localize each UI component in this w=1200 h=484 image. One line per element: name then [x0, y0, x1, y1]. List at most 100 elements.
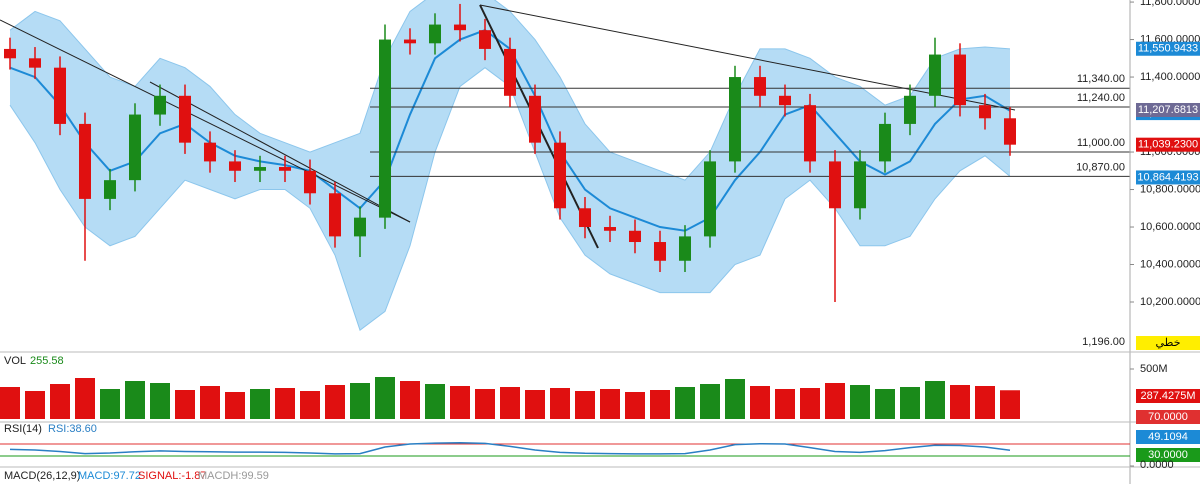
candle-body	[604, 227, 616, 231]
volume-bar	[425, 384, 445, 419]
volume-bar	[725, 379, 745, 419]
volume-bar	[950, 385, 970, 419]
volume-bar	[25, 391, 45, 419]
candle-body	[954, 54, 966, 106]
volume-bar	[325, 385, 345, 419]
volume-bar	[375, 377, 395, 419]
price-badge	[1136, 170, 1200, 185]
candle-body	[404, 39, 416, 44]
candle-body	[679, 236, 691, 261]
candle-body	[304, 170, 316, 194]
volume-bar	[875, 389, 895, 419]
price-badge-text: 10,864.4193	[1137, 171, 1198, 183]
candle-body	[229, 161, 241, 171]
volume-bar	[175, 390, 195, 419]
volume-bar	[200, 386, 220, 419]
candle-body	[204, 142, 216, 162]
candle-body	[429, 24, 441, 44]
rsi-level-badge-text: 70.0000	[1148, 411, 1188, 423]
panel-title: RSI(14)	[4, 423, 42, 435]
candle-body	[904, 95, 916, 124]
candle-body	[929, 54, 941, 96]
y-tick-label: 10,400.0000	[1140, 258, 1200, 270]
volume-bar	[75, 378, 95, 419]
candle-body	[54, 67, 66, 124]
panel-value: MACD:97.72	[78, 470, 141, 482]
volume-bar	[925, 381, 945, 419]
volume-bar	[975, 386, 995, 419]
candle-body	[179, 95, 191, 143]
price-badge-text: 11,207.6813	[1138, 104, 1198, 116]
volume-bar	[225, 392, 245, 419]
bollinger-upper	[9, 0, 1011, 181]
price-badge	[1136, 137, 1200, 152]
volume-bar	[700, 384, 720, 419]
bottom-label: 1,196.00	[1082, 336, 1125, 348]
volume-bar	[775, 389, 795, 419]
candle-body	[4, 48, 16, 59]
candle-body	[104, 180, 116, 199]
candle-body	[554, 142, 566, 209]
level-label: 10,870.00	[1076, 161, 1125, 173]
candle-body	[729, 77, 741, 162]
volume-bar	[550, 388, 570, 419]
candle-body	[129, 114, 141, 181]
candle-body	[454, 24, 466, 31]
rsi-level-badge	[1136, 410, 1200, 424]
candle-body	[329, 193, 341, 237]
level-label: 11,240.00	[1077, 92, 1125, 104]
volume-bar	[750, 386, 770, 419]
volume-bar	[450, 386, 470, 419]
candle-body	[79, 123, 91, 199]
candle-body	[979, 105, 991, 119]
panel-value: 255.58	[30, 355, 64, 367]
volume-bar	[100, 389, 120, 419]
price-badge-text: 11,550.9433	[1138, 43, 1198, 55]
volume-bar	[900, 387, 920, 419]
volume-bar	[500, 387, 520, 419]
volume-bar	[625, 392, 645, 419]
y-tick-label: 10,200.0000	[1140, 296, 1200, 308]
y-tick-label: 10,800.0000	[1140, 183, 1200, 195]
y-tick-label: 0.0000	[1140, 459, 1174, 471]
candle-body	[879, 123, 891, 162]
volume-bar	[650, 390, 670, 419]
rsi-badge	[1136, 430, 1200, 444]
candle-body	[279, 167, 291, 171]
candle-body	[704, 161, 716, 237]
candle-body	[854, 161, 866, 209]
candle-body	[479, 30, 491, 49]
rsi-line	[9, 442, 1011, 455]
mode-badge-text: خطي	[1156, 337, 1181, 349]
candle-body	[779, 95, 791, 106]
volume-bar	[0, 387, 20, 419]
candle-body	[754, 77, 766, 96]
y-tick-label: 11,400.0000	[1140, 71, 1200, 83]
volume-bar	[825, 383, 845, 419]
panel-title: VOL	[4, 355, 26, 367]
volume-bar	[400, 381, 420, 419]
panel-value: RSI:38.60	[48, 423, 97, 435]
volume-bar	[350, 383, 370, 419]
candle-body	[379, 39, 391, 218]
candle-body	[579, 208, 591, 228]
candle-body	[154, 95, 166, 115]
y-tick-label: 10,600.0000	[1140, 221, 1200, 233]
price-badge-text: 11,039.2300	[1138, 139, 1198, 151]
panel-title: MACD(26,12,9)	[4, 470, 80, 482]
volume-bar	[850, 385, 870, 419]
rsi-level-badge-text: 30.0000	[1148, 449, 1188, 461]
candle-body	[504, 48, 516, 96]
candle-body	[804, 105, 816, 162]
panel-value: MACDH:99.59	[198, 470, 269, 482]
price-badge	[1136, 103, 1200, 117]
candle-body	[629, 230, 641, 243]
candle-body	[1004, 118, 1016, 145]
rsi-badge-text: 49.1094	[1148, 431, 1188, 443]
panel-value: SIGNAL:-1.87	[138, 470, 206, 482]
trend-line	[149, 81, 411, 223]
price-badge	[1136, 41, 1200, 56]
level-label: 11,340.00	[1077, 73, 1125, 85]
volume-bar	[1000, 390, 1020, 419]
